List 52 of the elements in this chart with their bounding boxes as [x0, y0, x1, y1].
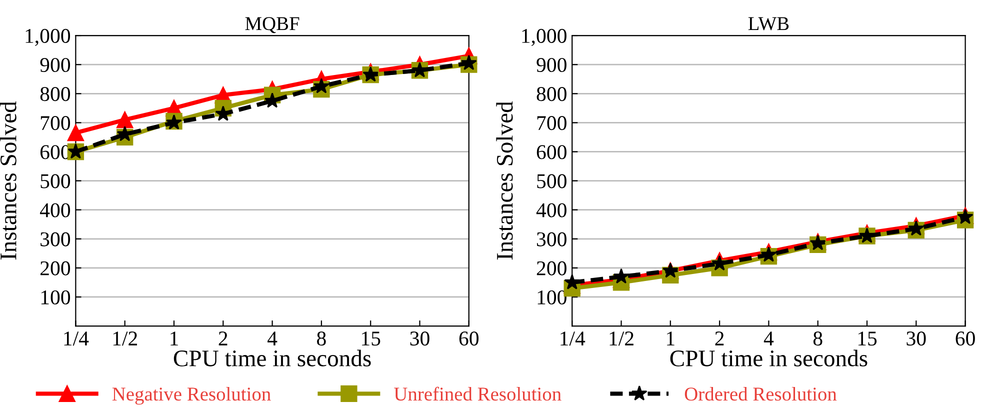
y-tick-label: 600: [536, 145, 566, 160]
y-axis-title: Instances Solved: [496, 101, 513, 260]
point: [116, 111, 134, 128]
y-tick-label: 400: [40, 203, 70, 218]
x-tick-label: 1/2: [610, 332, 634, 346]
x-tick-label: 2: [715, 332, 724, 346]
x-axis-title: CPU time in seconds: [174, 350, 371, 366]
x-tick-label: 30: [906, 332, 926, 346]
point: [564, 274, 580, 290]
x-tick-label: 15: [362, 332, 380, 346]
x-tick-label: 1/2: [113, 332, 138, 346]
x-tick-label: 8: [317, 332, 326, 346]
legend-label: Unrefined Resolution: [394, 386, 562, 401]
x-tick-label: 60: [956, 332, 975, 346]
y-axis-title: Instances Solved: [0, 101, 16, 260]
y-tick-label: 300: [536, 232, 566, 246]
y-tick-label: 900: [40, 58, 70, 72]
x-tick-label: 1/4: [64, 332, 89, 346]
y-tick-label: 1,000: [26, 28, 70, 46]
point: [760, 246, 777, 262]
point: [908, 220, 924, 236]
chart-title: MQBF: [245, 17, 300, 34]
x-tick-label: 2: [218, 332, 228, 346]
y-tick-label: 200: [536, 261, 566, 276]
x-tick-label: 60: [459, 332, 479, 346]
y-tick-label: 300: [40, 232, 70, 246]
chart-title: LWB: [748, 17, 789, 30]
point: [613, 268, 630, 284]
y-tick-label: 700: [537, 116, 566, 130]
x-tick-label: 4: [267, 332, 278, 346]
x-axis-title: CPU time in seconds: [670, 350, 868, 366]
legend-label: Negative Resolution: [112, 386, 271, 405]
y-tick-label: 500: [537, 174, 566, 188]
x-tick-label: 1: [667, 332, 674, 346]
y-tick-label: 400: [536, 203, 566, 218]
x-tick-label: 15: [858, 332, 877, 346]
point: [957, 208, 974, 224]
point: [313, 78, 330, 94]
x-tick-label: 30: [410, 332, 430, 346]
legend-label: Ordered Resolution: [684, 386, 837, 401]
y-tick-label: 200: [40, 261, 70, 276]
y-tick-label: 700: [40, 116, 70, 130]
x-tick-label: 8: [813, 332, 822, 346]
y-tick-label: 500: [40, 174, 70, 188]
y-tick-label: 900: [536, 58, 566, 72]
y-tick-label: 100: [41, 290, 70, 304]
x-tick-label: 1/4: [560, 332, 586, 346]
x-tick-label: 4: [764, 332, 774, 346]
x-tick-label: 1: [170, 332, 178, 346]
y-tick-label: 800: [40, 87, 70, 102]
y-tick-label: 1,000: [522, 28, 566, 46]
y-tick-label: 800: [536, 87, 566, 102]
